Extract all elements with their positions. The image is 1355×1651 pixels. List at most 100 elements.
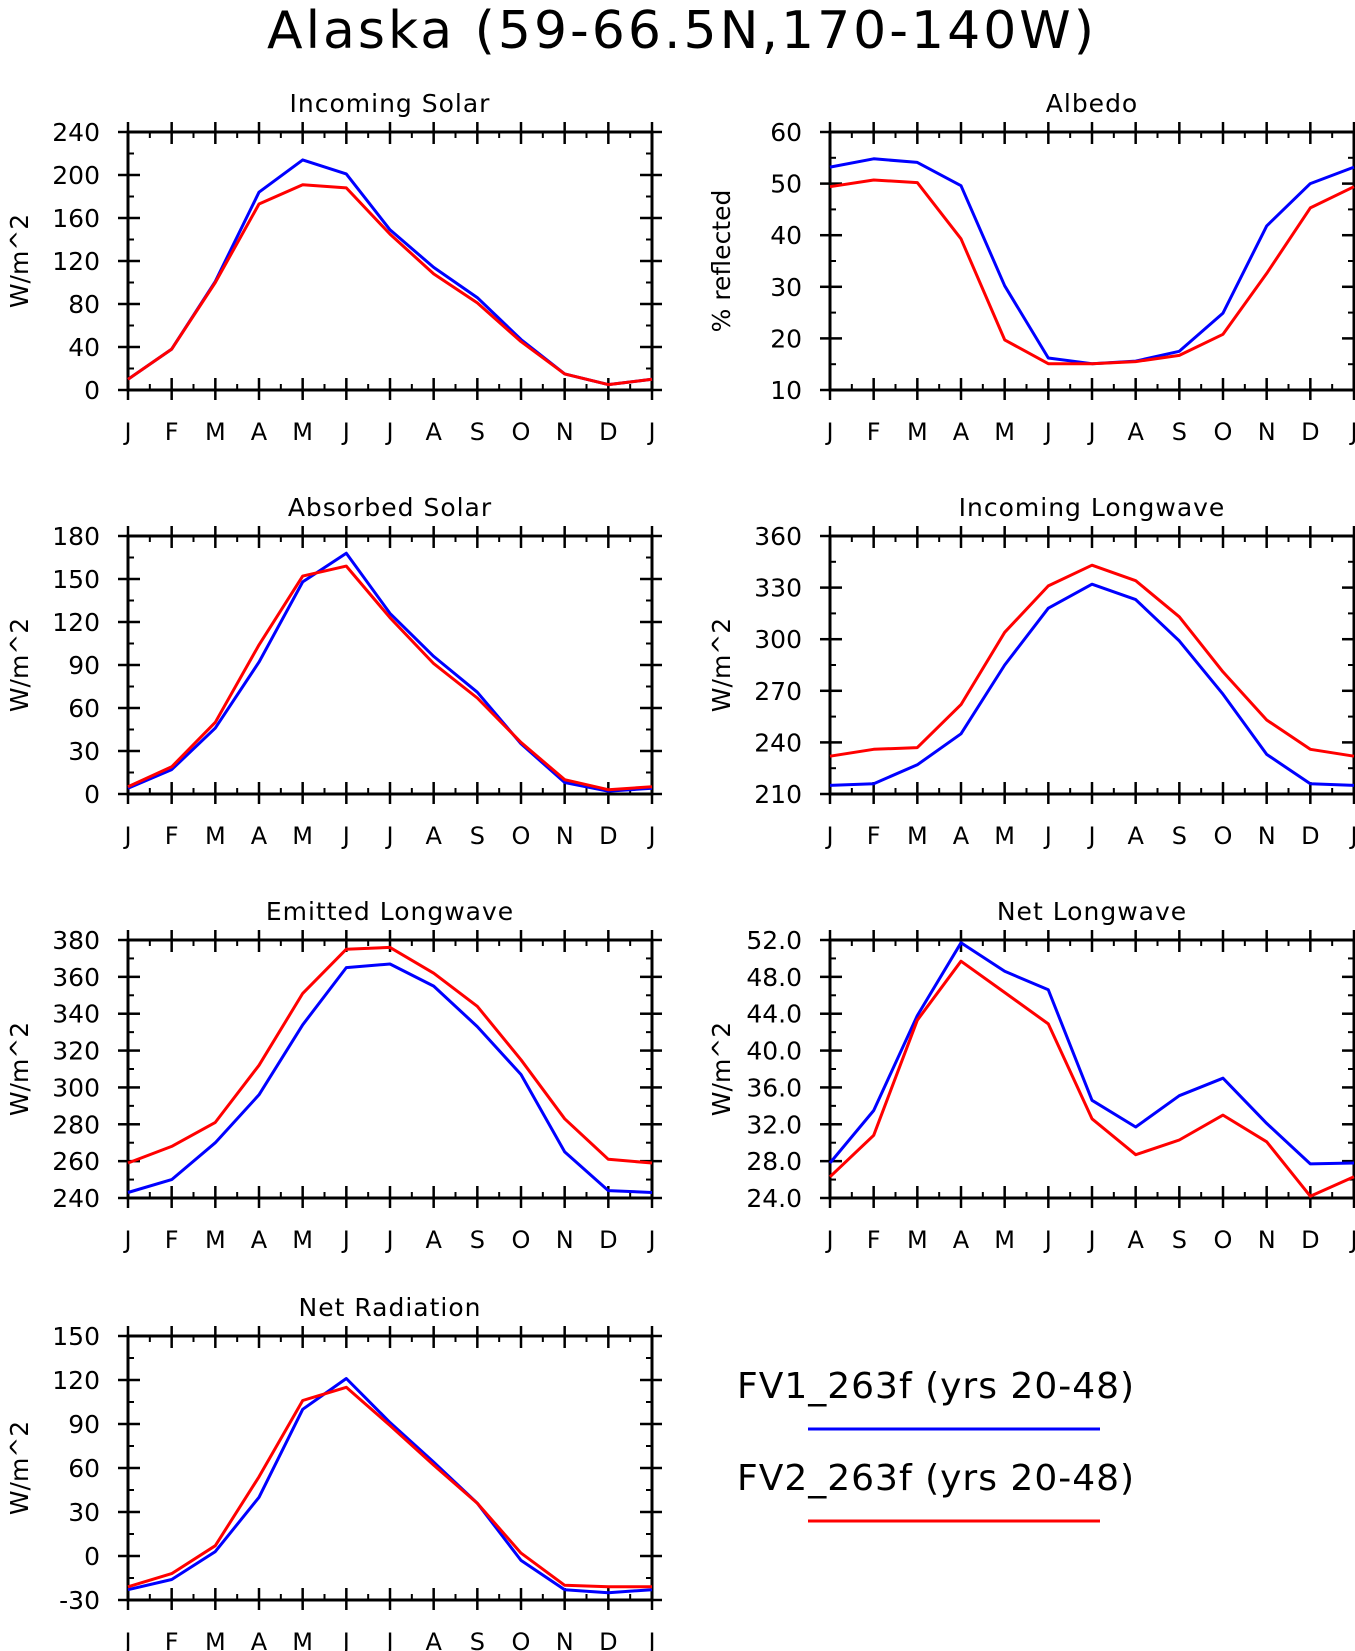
chart-panel-4: J F M A M J J A S O N D J210240270300330360Incoming …	[707, 493, 1355, 850]
y-tick-label: 52.0	[746, 926, 802, 955]
x-tick-label: J	[1348, 418, 1355, 446]
chart-title: Incoming Solar	[290, 89, 491, 118]
x-tick-label: F	[867, 418, 881, 446]
x-tick-label: J	[646, 1628, 655, 1651]
x-tick-label: D	[599, 1226, 617, 1254]
y-tick-label: 80	[68, 290, 100, 319]
x-tick-label: J	[341, 418, 350, 446]
legend-label-2: FV2_263f (yrs 20-48)	[737, 1458, 1135, 1499]
x-tick-label: J	[1348, 822, 1355, 850]
x-tick-label: F	[867, 1226, 881, 1254]
x-tick-label: J	[646, 1226, 655, 1254]
y-tick-label: 60	[68, 694, 100, 723]
x-tick-label: A	[425, 822, 442, 850]
chart-title: Net Longwave	[997, 897, 1187, 926]
y-tick-label: 150	[52, 565, 100, 594]
x-tick-label: J	[1043, 1226, 1052, 1254]
x-tick-label: J	[1086, 822, 1095, 850]
chart-panel-6: J F M A M J J A S O N D J24.028.032.036.040.044.048.…	[707, 897, 1355, 1254]
y-tick-label: 280	[52, 1110, 100, 1139]
y-tick-label: 60	[770, 118, 802, 147]
y-tick-label: 40.0	[746, 1037, 802, 1066]
y-tick-label: 0	[84, 780, 100, 809]
series-line-fv2	[828, 959, 1355, 1198]
x-tick-label: O	[512, 1628, 531, 1651]
plot-frame	[828, 534, 1355, 796]
x-tick-label: J	[1043, 418, 1052, 446]
x-tick-label: M	[205, 822, 226, 850]
x-tick-label: J	[646, 418, 655, 446]
x-tick-label: M	[205, 1628, 226, 1651]
y-tick-label: 24.0	[746, 1184, 802, 1213]
x-tick-label: O	[1214, 1226, 1233, 1254]
x-tick-label: S	[1172, 822, 1187, 850]
y-tick-label: 120	[52, 608, 100, 637]
y-axis-label: W/m^2	[5, 1421, 34, 1515]
y-axis-label: W/m^2	[5, 1022, 34, 1116]
x-tick-label: J	[384, 418, 393, 446]
x-tick-label: S	[1172, 1226, 1187, 1254]
y-tick-label: 160	[52, 204, 100, 233]
y-axis-label: % reflected	[707, 190, 736, 333]
y-tick-label: 120	[52, 247, 100, 276]
x-tick-label: F	[165, 822, 179, 850]
x-tick-label: J	[341, 1628, 350, 1651]
x-tick-label: A	[251, 1226, 268, 1254]
x-tick-label: J	[122, 1628, 131, 1651]
x-tick-label: A	[953, 822, 970, 850]
series-line-fv1	[127, 962, 653, 1194]
y-tick-label: 320	[52, 1037, 100, 1066]
x-tick-label: M	[292, 1628, 313, 1651]
y-axis-label: W/m^2	[707, 618, 736, 712]
x-tick-label: F	[867, 822, 881, 850]
x-tick-label: S	[470, 822, 485, 850]
x-tick-label: D	[1301, 1226, 1319, 1254]
y-tick-label: 360	[52, 963, 100, 992]
y-tick-label: 270	[754, 677, 802, 706]
y-tick-label: 180	[52, 522, 100, 551]
series-line-fv1	[127, 1377, 653, 1595]
series-line-fv2	[829, 563, 1355, 758]
x-tick-label: N	[556, 822, 574, 850]
legend-label-1: FV1_263f (yrs 20-48)	[737, 1366, 1135, 1407]
y-tick-label: 240	[52, 1184, 100, 1213]
chart-panel-7: J F M A M J J A S O N D J -30 0 30 60 90 120 150 Net Radiati…	[5, 1293, 662, 1651]
x-tick-label: J	[384, 1628, 393, 1651]
x-tick-label: A	[251, 822, 268, 850]
x-tick-label: O	[512, 822, 531, 850]
x-tick-label: A	[1127, 822, 1144, 850]
y-axis-label: W/m^2	[5, 618, 34, 712]
x-tick-label: D	[599, 418, 617, 446]
x-tick-label: A	[1127, 418, 1144, 446]
x-tick-label: N	[1258, 418, 1276, 446]
y-axis-label: W/m^2	[5, 214, 34, 308]
y-tick-label: 300	[754, 625, 802, 654]
y-tick-label: 36.0	[746, 1073, 802, 1102]
x-tick-label: D	[1301, 822, 1319, 850]
y-tick-label: 40	[770, 221, 802, 250]
x-tick-label: M	[292, 822, 313, 850]
y-tick-label: 40	[68, 333, 100, 362]
y-axis-label: W/m^2	[707, 1022, 736, 1116]
y-tick-label: 30	[68, 1498, 100, 1527]
x-tick-label: J	[1348, 1226, 1355, 1254]
y-tick-label: 330	[754, 574, 802, 603]
y-tick-label: 200	[52, 161, 100, 190]
x-tick-label: M	[994, 822, 1015, 850]
x-tick-label: M	[907, 418, 928, 446]
x-tick-label: N	[556, 1628, 574, 1651]
y-tick-label: 10	[770, 376, 802, 405]
y-tick-label: 260	[52, 1147, 100, 1176]
series-line-fv2	[127, 945, 653, 1165]
x-tick-label: D	[599, 822, 617, 850]
x-tick-label: N	[1258, 1226, 1276, 1254]
y-tick-label: 380	[52, 926, 100, 955]
x-tick-label: A	[425, 418, 442, 446]
x-tick-label: M	[907, 1226, 928, 1254]
x-tick-label: D	[599, 1628, 617, 1651]
x-tick-label: J	[384, 1226, 393, 1254]
series-line-fv2	[127, 564, 653, 792]
